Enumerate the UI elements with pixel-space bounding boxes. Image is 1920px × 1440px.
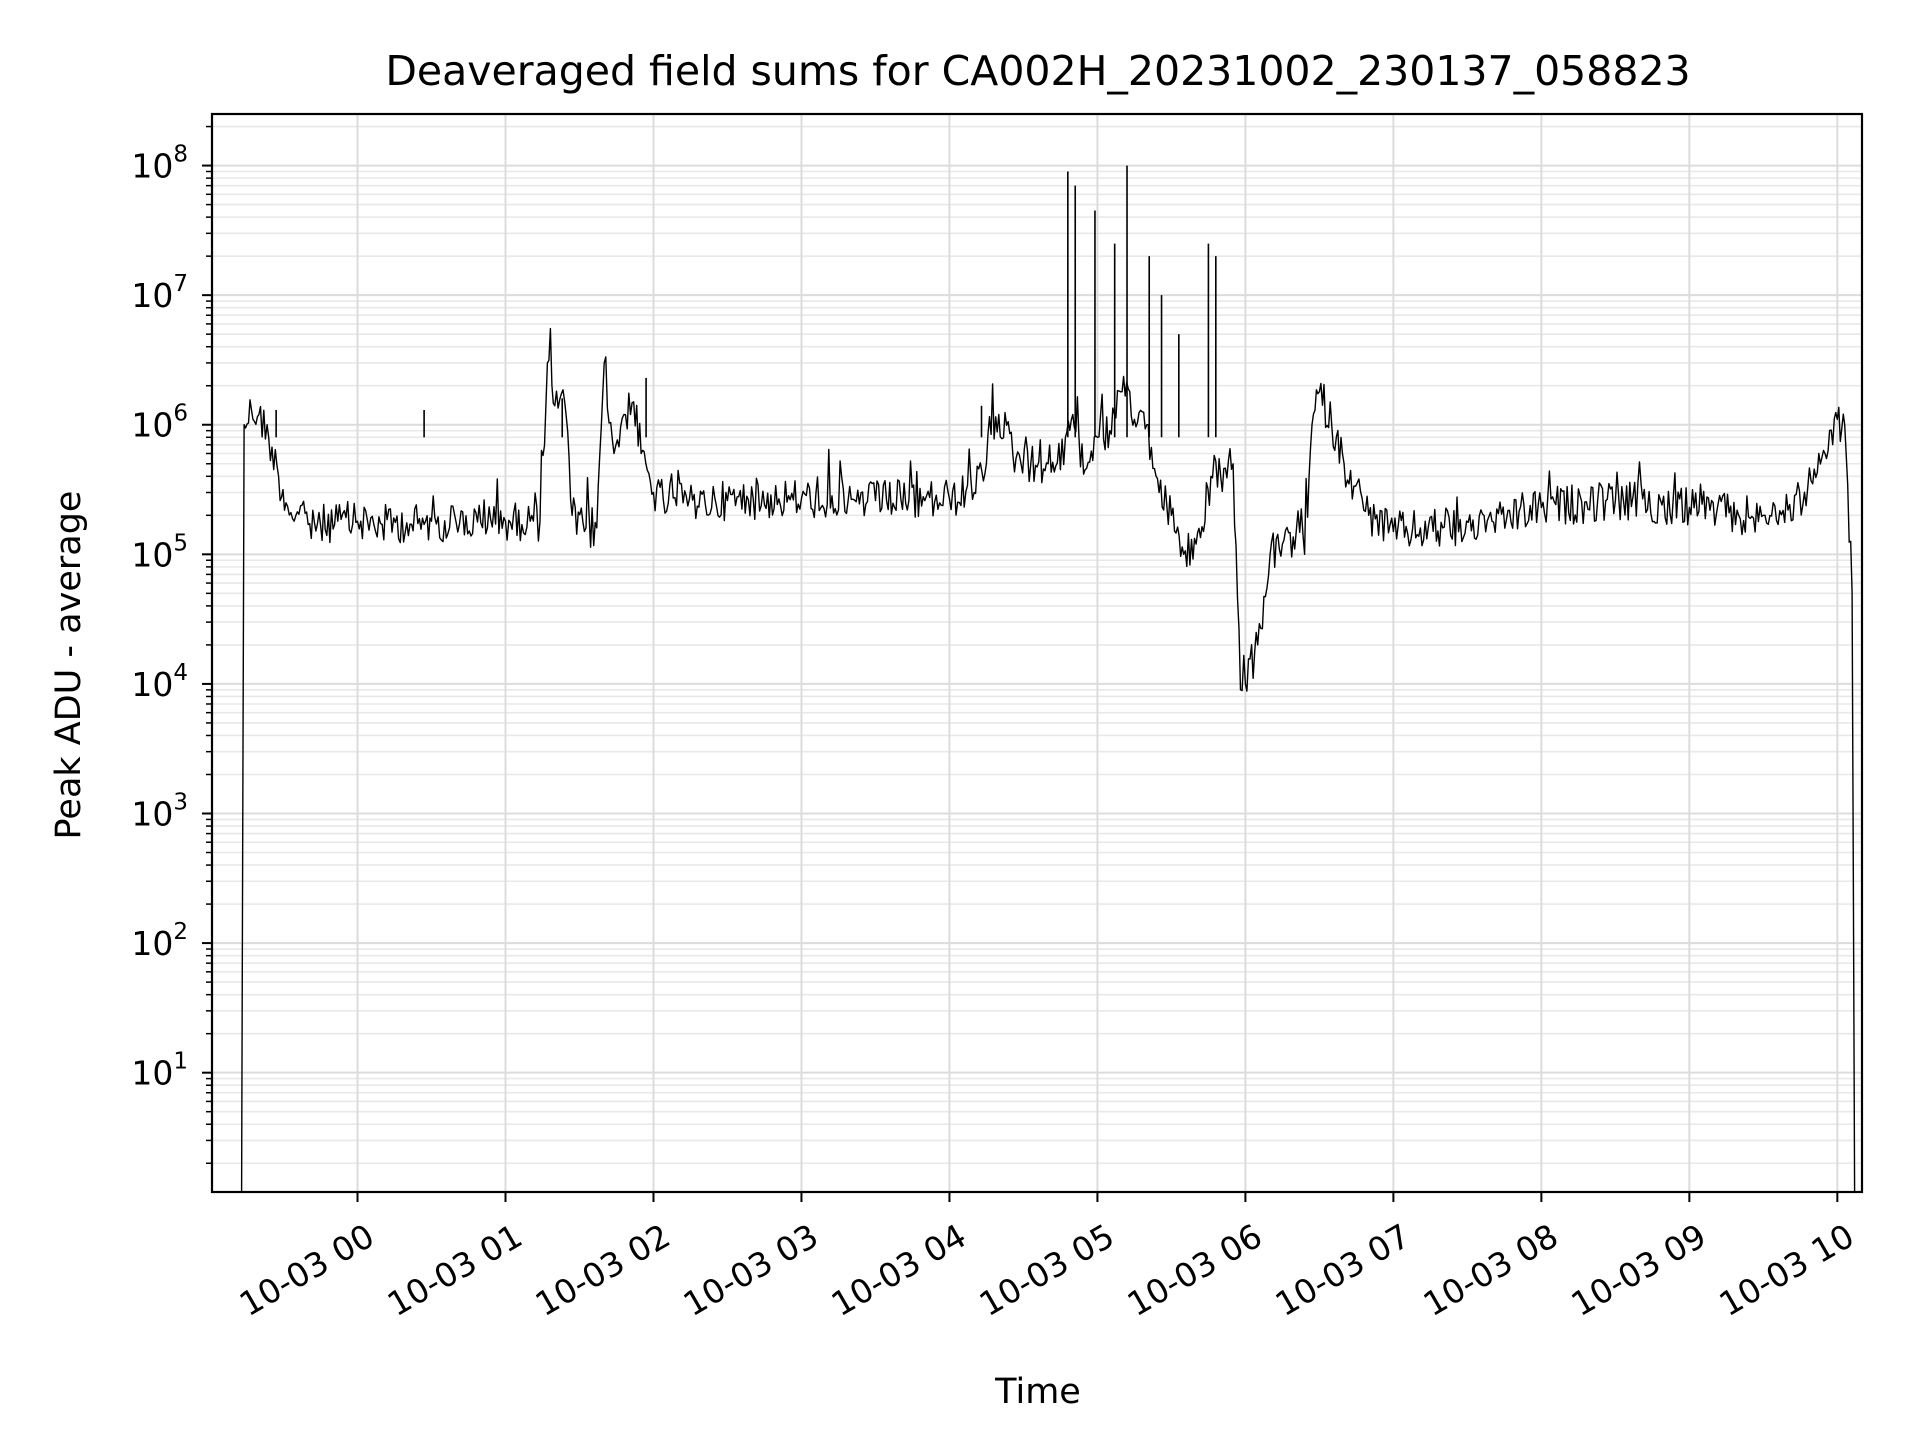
y-tick-label: 103 <box>131 790 188 834</box>
y-axis-label: Peak ADU - average <box>49 491 89 840</box>
y-tick-label: 106 <box>131 401 188 445</box>
grid <box>212 114 1862 1192</box>
y-tick-label: 104 <box>131 660 188 704</box>
chart-title: Deaveraged field sums for CA002H_2023100… <box>385 47 1690 95</box>
plot-frame <box>210 112 1864 1194</box>
y-tick-label: 102 <box>131 919 188 963</box>
y-axis: 101 102 103 104 105 106 107 108 <box>131 125 212 1165</box>
series-line <box>240 327 1856 1193</box>
y-tick-label: 107 <box>131 271 188 315</box>
x-axis-label: Time <box>994 1372 1081 1412</box>
plot-area <box>240 165 1856 1193</box>
y-tick-label: 101 <box>131 1049 188 1093</box>
y-tick-label: 105 <box>131 530 188 574</box>
y-tick-label: 108 <box>131 142 188 186</box>
